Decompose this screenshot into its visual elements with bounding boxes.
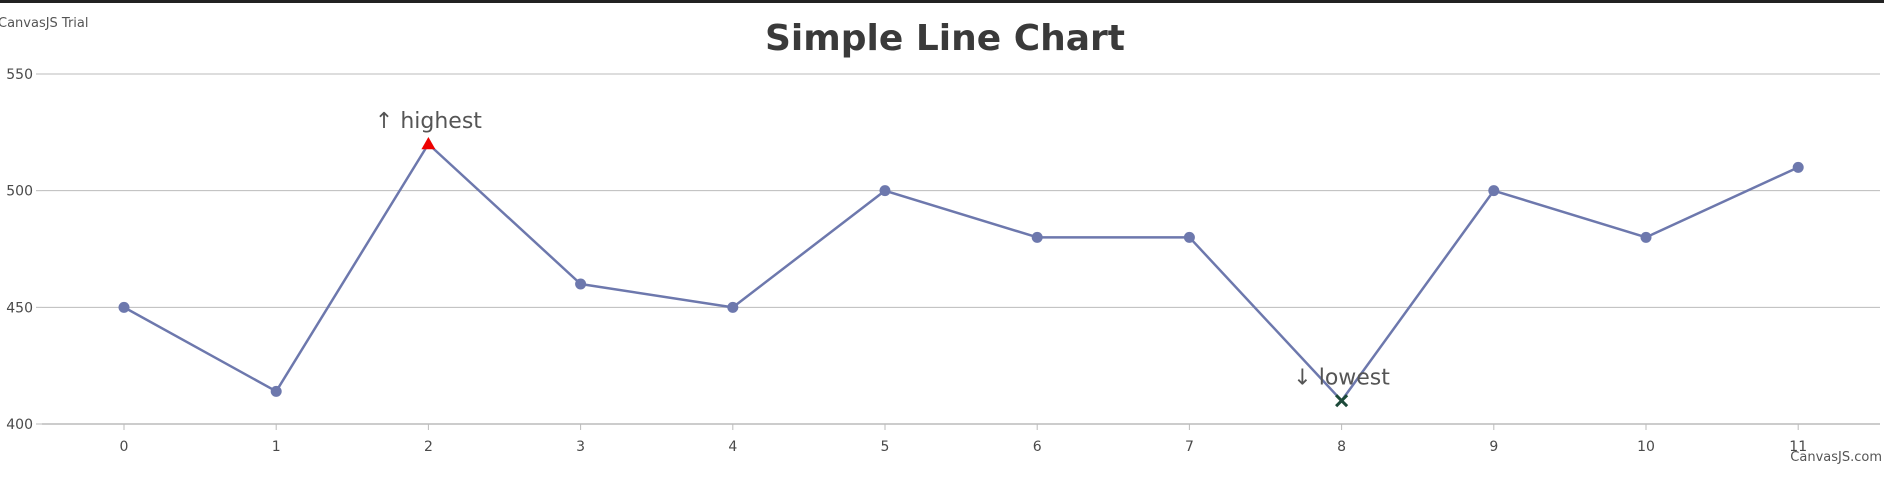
index-label: ↑ highest bbox=[375, 109, 482, 134]
axes: 400 450 500 550 0 1 2 3 4 5 6 7 8 9 10 11 bbox=[6, 67, 1880, 455]
x-tick-label: 0 bbox=[120, 439, 129, 455]
annotations: ↑ highest ↓ lowest bbox=[375, 109, 1390, 391]
canvasjs-watermark: CanvasJS.com bbox=[1790, 450, 1882, 465]
x-tick-label: 6 bbox=[1033, 439, 1042, 455]
index-label: ↓ lowest bbox=[1293, 366, 1390, 391]
y-tick-label: 450 bbox=[6, 300, 33, 316]
x-tick-label: 3 bbox=[576, 439, 585, 455]
x-tick-label: 7 bbox=[1185, 439, 1194, 455]
x-tick-label: 1 bbox=[272, 439, 281, 455]
data-point bbox=[1183, 231, 1195, 243]
data-markers bbox=[118, 137, 1804, 408]
data-point-lowest bbox=[1335, 394, 1349, 408]
data-point bbox=[1792, 161, 1804, 173]
y-tick-label: 550 bbox=[6, 67, 33, 83]
y-tick-label: 400 bbox=[6, 417, 33, 433]
x-tick-label: 4 bbox=[728, 439, 737, 455]
x-tick-label: 8 bbox=[1337, 439, 1346, 455]
data-point bbox=[270, 385, 282, 397]
series-line bbox=[123, 142, 1799, 402]
x-tick-label: 5 bbox=[881, 439, 890, 455]
window-top-border bbox=[0, 0, 1884, 3]
x-tick-label: 9 bbox=[1489, 439, 1498, 455]
x-tick-label: 11 bbox=[1789, 439, 1807, 455]
x-tick-label: 2 bbox=[424, 439, 433, 455]
trial-watermark: CanvasJS Trial bbox=[0, 16, 89, 31]
data-point bbox=[575, 278, 587, 290]
grid-lines bbox=[42, 73, 1880, 425]
data-point bbox=[727, 301, 739, 313]
series-layer bbox=[123, 142, 1799, 402]
y-tick-label: 500 bbox=[6, 184, 33, 200]
data-point bbox=[1488, 185, 1500, 197]
data-point bbox=[879, 185, 891, 197]
x-tick-label: 10 bbox=[1637, 439, 1655, 455]
data-point-highest bbox=[421, 137, 436, 150]
data-point bbox=[1640, 231, 1652, 243]
data-point bbox=[118, 301, 130, 313]
chart-title: Simple Line Chart bbox=[765, 18, 1125, 59]
data-point bbox=[1031, 231, 1043, 243]
